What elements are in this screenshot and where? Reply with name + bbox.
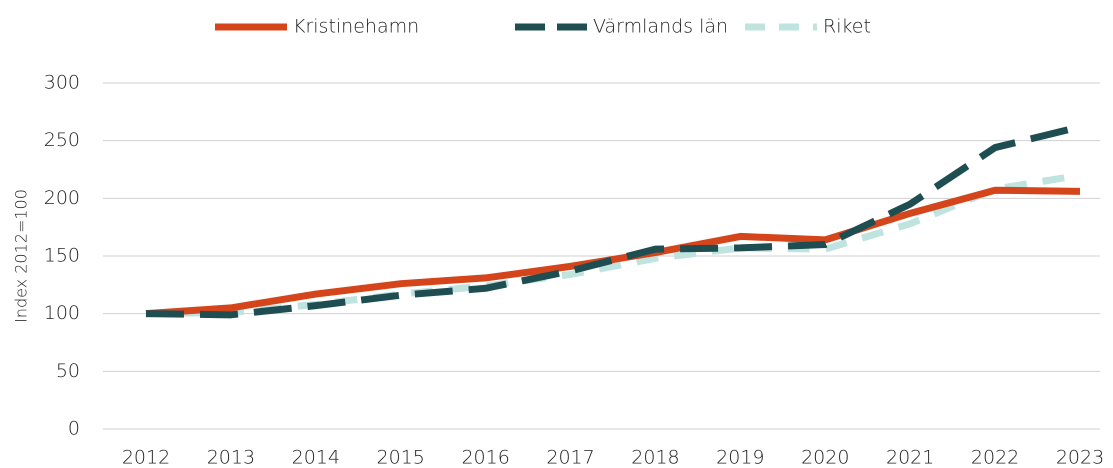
line-series bbox=[145, 171, 1081, 318]
y-tick-label: 250 bbox=[44, 129, 80, 151]
x-tick-label: 2019 bbox=[716, 447, 764, 468]
y-tick-label: 300 bbox=[44, 72, 80, 94]
x-tick-label: 2015 bbox=[377, 447, 425, 468]
y-axis-label: Index 2012=100 bbox=[12, 189, 31, 323]
x-tick-label: 2012 bbox=[122, 447, 170, 468]
x-tick-label: 2016 bbox=[461, 447, 509, 468]
x-tick-label: 2018 bbox=[631, 447, 679, 468]
x-tick-label: 2017 bbox=[546, 447, 594, 468]
y-tick-label: 150 bbox=[44, 245, 80, 267]
legend-label: Kristinehamn bbox=[293, 16, 419, 38]
y-tick-label: 0 bbox=[68, 418, 80, 440]
line-series bbox=[145, 186, 1081, 318]
y-tick-label: 100 bbox=[44, 302, 80, 324]
line-series bbox=[145, 123, 1081, 319]
x-tick-label: 2014 bbox=[292, 447, 340, 468]
legend-label: Värmlands län bbox=[593, 16, 728, 38]
legend-label: Riket bbox=[823, 16, 871, 38]
x-tick-label: 2022 bbox=[971, 447, 1019, 468]
x-tick-label: 2020 bbox=[801, 447, 849, 468]
y-tick-label: 50 bbox=[56, 360, 80, 382]
x-tick-label: 2013 bbox=[207, 447, 255, 468]
x-tick-label: 2021 bbox=[886, 447, 934, 468]
x-tick-label: 2023 bbox=[1056, 447, 1104, 468]
y-tick-label: 200 bbox=[44, 187, 80, 209]
